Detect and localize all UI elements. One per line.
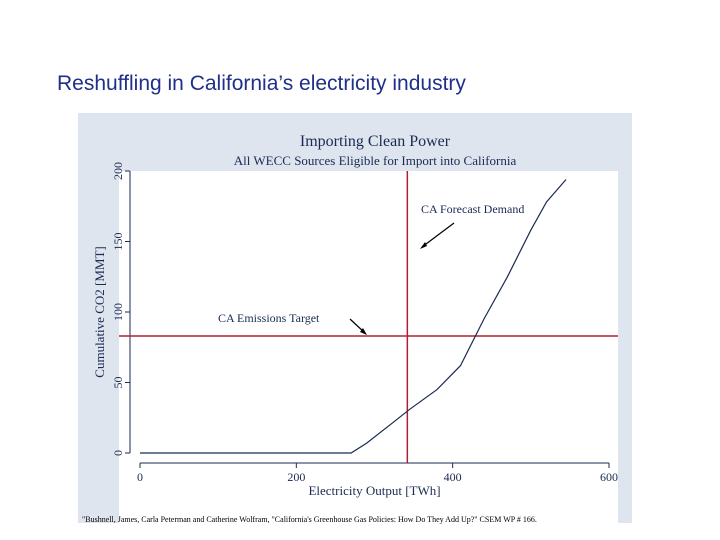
series-line <box>140 179 567 454</box>
y-tick-label: 200 <box>111 162 125 180</box>
x-axis: 0 200 400 600 <box>137 462 618 484</box>
x-axis-label: Electricity Output [TWh] <box>308 483 440 498</box>
forecast-demand-arrow-shaft <box>421 222 455 248</box>
emissions-target-arrow-head <box>360 328 367 335</box>
slide-title: Reshuffling in California’s electricity … <box>57 72 466 95</box>
y-tick-label: 100 <box>111 303 125 321</box>
citation-footnote: "Bushnell, James, Carla Peterman and Cat… <box>82 515 537 524</box>
chart-subtitle: All WECC Sources Eligible for Import int… <box>234 153 517 168</box>
forecast-demand-arrow-head <box>420 242 427 249</box>
chart-title: Importing Clean Power <box>300 133 451 150</box>
forecast-demand-annotation: CA Forecast Demand <box>421 202 524 216</box>
chart-svg: Importing Clean Power All WECC Sources E… <box>78 113 632 523</box>
chart-panel: Importing Clean Power All WECC Sources E… <box>78 113 632 523</box>
x-tick-label: 0 <box>137 470 143 484</box>
y-tick-label: 50 <box>111 377 125 389</box>
x-tick-label: 200 <box>287 470 305 484</box>
x-tick-label: 400 <box>444 470 462 484</box>
plot-area <box>119 171 618 523</box>
y-axis: 0 50 100 150 200 <box>111 162 131 456</box>
y-axis-label: Cumulative CO2 [MMT] <box>92 246 107 377</box>
emissions-target-annotation: CA Emissions Target <box>218 311 320 325</box>
y-tick-label: 150 <box>111 233 125 251</box>
y-tick-label: 0 <box>111 450 125 456</box>
x-tick-label: 600 <box>600 470 618 484</box>
